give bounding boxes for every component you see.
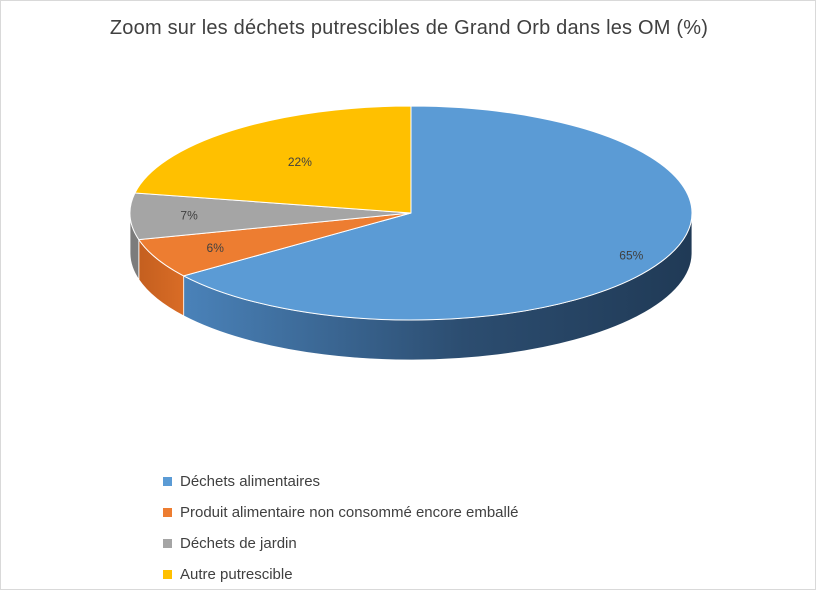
- legend-item-dechets-alimentaires[interactable]: Déchets alimentaires: [163, 466, 519, 497]
- data-label-dechets-de-jardin: 7%: [180, 209, 198, 223]
- chart-title: Zoom sur les déchets putrescibles de Gra…: [109, 17, 709, 39]
- slice-dechets-de-jardin[interactable]: [129, 192, 412, 241]
- legend: Déchets alimentaires Produit alimentaire …: [163, 466, 519, 590]
- slice-dechets-alimentaires[interactable]: [182, 105, 693, 321]
- legend-swatch: [163, 477, 172, 486]
- pie-data-labels: 65% 6% 7% 22%: [180, 155, 643, 263]
- pie-sides: [129, 212, 693, 361]
- pie-slices: [129, 105, 693, 321]
- legend-item-dechets-de-jardin[interactable]: Déchets de jardin: [163, 528, 519, 559]
- legend-label: Produit alimentaire non consommé encore …: [180, 504, 519, 521]
- legend-label: Autre putrescible: [180, 566, 293, 583]
- slice-autre-putrescible[interactable]: [134, 105, 412, 214]
- data-label-autre-putrescible: 22%: [288, 155, 312, 169]
- data-label-produit-alimentaire-non-consomme-encore-emballe: 6%: [207, 241, 225, 255]
- data-label-dechets-alimentaires: 65%: [619, 249, 643, 263]
- legend-swatch: [163, 508, 172, 517]
- legend-label: Déchets de jardin: [180, 535, 297, 552]
- legend-label: Déchets alimentaires: [180, 473, 321, 490]
- legend-item-produit-alimentaire-non-consomme-encore-emballe[interactable]: Produit alimentaire non consommé encore …: [163, 497, 519, 528]
- pie-chart: 65% 6% 7% 22%: [129, 105, 693, 361]
- legend-swatch: [163, 539, 172, 548]
- legend-item-autre-putrescible[interactable]: Autre putrescible: [163, 559, 519, 590]
- legend-swatch: [163, 570, 172, 579]
